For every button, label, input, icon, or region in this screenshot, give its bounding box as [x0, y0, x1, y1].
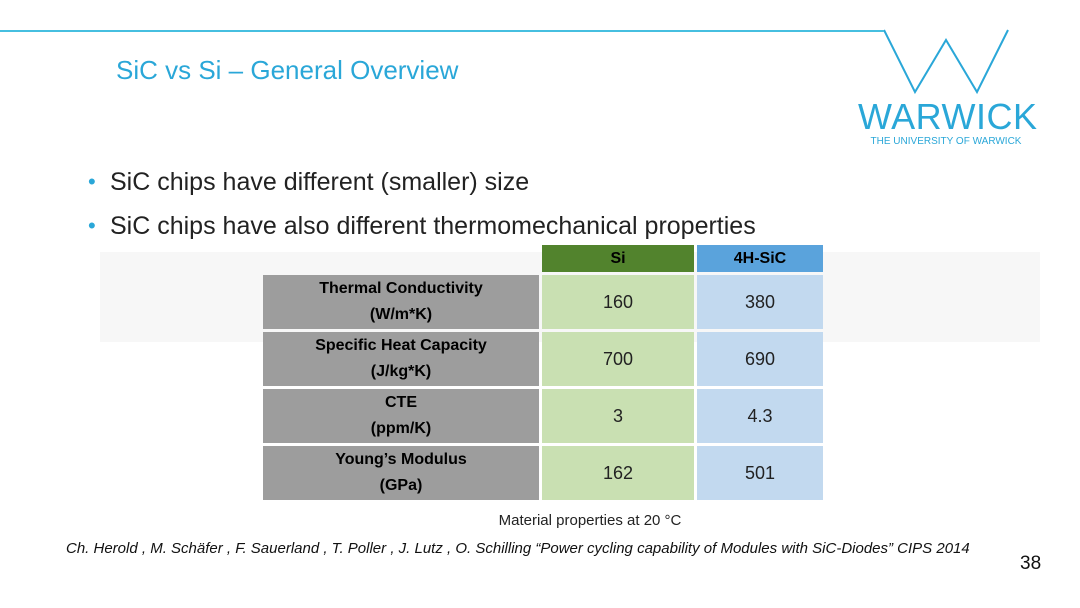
bullet-text: SiC chips have also different thermomech…: [110, 211, 756, 240]
table-row: Thermal Conductivity (W/m*K) 160 380: [263, 275, 823, 329]
table-row: Specific Heat Capacity (J/kg*K) 700 690: [263, 332, 823, 386]
row-label: Thermal Conductivity (W/m*K): [263, 275, 539, 329]
sic-value: 501: [697, 446, 823, 500]
si-value: 700: [542, 332, 694, 386]
row-label-unit: (W/m*K): [369, 306, 433, 323]
properties-table: Si 4H-SiC Thermal Conductivity (W/m*K) 1…: [260, 242, 826, 503]
row-label-name: Thermal Conductivity: [319, 280, 483, 297]
bullet-item: • SiC chips have also different thermome…: [88, 204, 756, 248]
row-label-name: Specific Heat Capacity: [315, 337, 487, 354]
bullet-list: • SiC chips have different (smaller) siz…: [88, 160, 756, 248]
header-si: Si: [542, 245, 694, 272]
table-header-row: Si 4H-SiC: [263, 245, 823, 272]
bullet-dot-icon: •: [88, 169, 96, 194]
bullet-item: • SiC chips have different (smaller) siz…: [88, 160, 756, 204]
row-label: Specific Heat Capacity (J/kg*K): [263, 332, 539, 386]
sic-value: 380: [697, 275, 823, 329]
si-value: 162: [542, 446, 694, 500]
row-label-name: Young’s Modulus: [335, 451, 467, 468]
row-label-name: CTE: [385, 394, 417, 411]
logo-subtitle: THE UNIVERSITY OF WARWICK: [870, 136, 1022, 147]
row-label: Young’s Modulus (GPa): [263, 446, 539, 500]
header-4h-sic: 4H-SiC: [697, 245, 823, 272]
si-value: 3: [542, 389, 694, 443]
si-value: 160: [542, 275, 694, 329]
sic-value: 690: [697, 332, 823, 386]
row-label-unit: (ppm/K): [370, 420, 432, 437]
bullet-dot-icon: •: [88, 213, 96, 238]
warwick-logo-icon: [870, 29, 1009, 95]
table-caption: Material properties at 20 °C: [498, 512, 682, 529]
header-blank-cell: [263, 245, 539, 272]
table-row: Young’s Modulus (GPa) 162 501: [263, 446, 823, 500]
row-label-unit: (J/kg*K): [370, 363, 432, 380]
page-number: 38: [1020, 553, 1042, 574]
row-label-unit: (GPa): [379, 477, 423, 494]
citation: Ch. Herold , M. Schäfer , F. Sauerland ,…: [66, 540, 970, 557]
header-rule: [0, 30, 885, 32]
logo-wordmark: WARWICK: [858, 96, 1038, 137]
sic-value: 4.3: [697, 389, 823, 443]
slide-title: SiC vs Si – General Overview: [116, 55, 459, 85]
row-label: CTE (ppm/K): [263, 389, 539, 443]
table-row: CTE (ppm/K) 3 4.3: [263, 389, 823, 443]
bullet-text: SiC chips have different (smaller) size: [110, 167, 530, 196]
